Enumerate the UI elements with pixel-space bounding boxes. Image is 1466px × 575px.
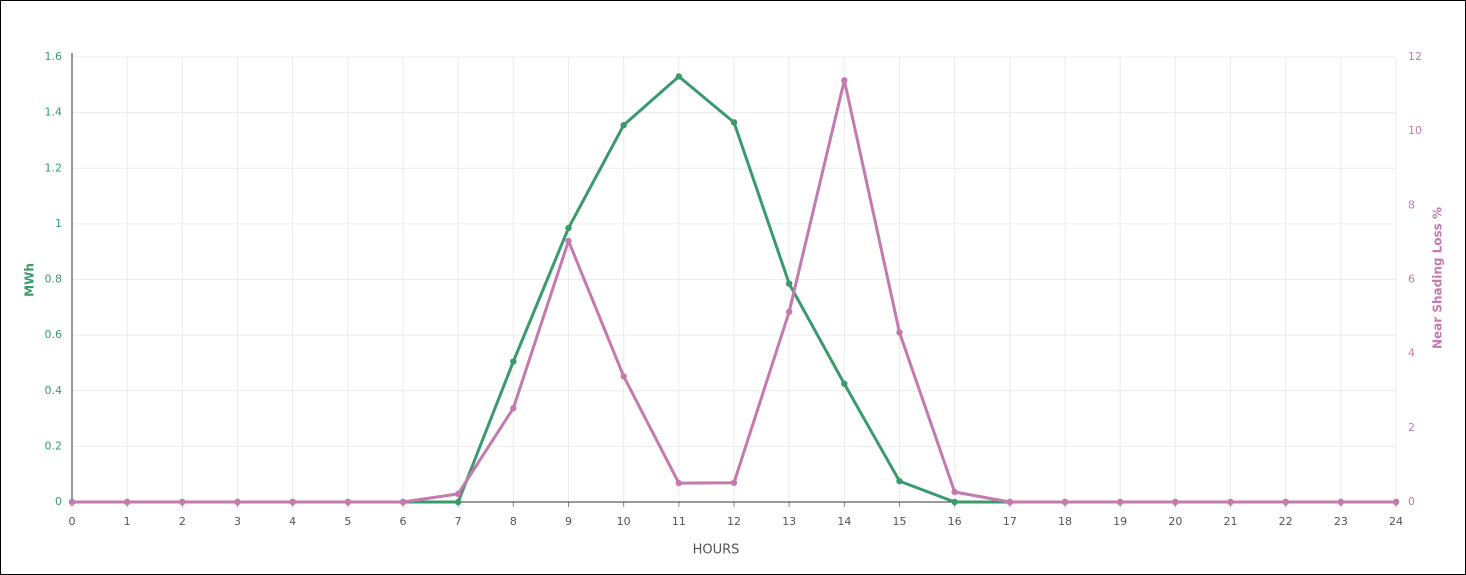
x-tick-label: 22: [1279, 515, 1293, 528]
point: [68, 498, 76, 506]
x-axis-label: HOURS: [693, 543, 740, 558]
x-tick-label: 8: [510, 515, 517, 528]
y2-axis-label: Near Shading Loss %: [1431, 207, 1445, 349]
point: [1392, 498, 1400, 506]
x-tick-label: 13: [782, 515, 796, 528]
point: [1227, 498, 1234, 506]
point: [841, 77, 848, 84]
x-tick-label: 21: [1224, 515, 1238, 528]
point: [565, 237, 572, 245]
x-tick-label: 0: [69, 515, 76, 528]
y2-tick-label: 12: [1408, 50, 1422, 63]
y2-tick-label: 8: [1408, 198, 1415, 211]
point: [289, 498, 296, 506]
x-tick-label: 14: [837, 515, 851, 528]
x-tick-label: 23: [1334, 515, 1348, 528]
point: [896, 477, 903, 485]
x-tick-label: 16: [948, 515, 962, 528]
y2-tick-label: 0: [1408, 495, 1415, 508]
x-tick-label: 3: [234, 515, 241, 528]
point: [1282, 498, 1289, 506]
point: [123, 498, 131, 506]
point: [510, 404, 517, 412]
x-tick-label: 2: [179, 515, 186, 528]
x-tick-label: 9: [565, 515, 572, 528]
point: [951, 488, 958, 496]
x-tick-label: 5: [344, 515, 351, 528]
point: [1337, 498, 1345, 506]
point: [399, 498, 407, 506]
point: [730, 479, 738, 486]
x-tick-label: 7: [455, 515, 462, 528]
y-axis-label: MWh: [23, 263, 37, 297]
point: [1172, 498, 1179, 506]
x-tick-label: 6: [400, 515, 407, 528]
point: [620, 121, 627, 129]
point: [1061, 498, 1069, 506]
point: [620, 373, 627, 380]
x-tick-label: 11: [672, 515, 686, 528]
y-tick-label: 0.4: [45, 384, 63, 397]
y-tick-label: 1.6: [45, 50, 63, 63]
point: [675, 479, 683, 487]
point: [951, 498, 958, 506]
y-tick-label: 1.2: [45, 161, 63, 174]
point: [179, 498, 186, 506]
y-tick-label: 0.6: [45, 328, 63, 341]
y2-tick-label: 10: [1408, 124, 1422, 137]
point: [454, 498, 462, 506]
x-tick-label: 24: [1389, 515, 1403, 528]
y-tick-label: 0.2: [45, 439, 63, 452]
y2-tick-label: 6: [1408, 273, 1415, 286]
point: [1006, 498, 1014, 506]
x-tick-label: 1: [124, 515, 131, 528]
x-tick-label: 4: [289, 515, 296, 528]
x-tick-label: 18: [1058, 515, 1072, 528]
point: [730, 119, 738, 126]
y-tick-label: 1.4: [45, 106, 63, 119]
x-tick-label: 12: [727, 515, 741, 528]
y-tick-label: 0.8: [45, 273, 63, 286]
x-tick-label: 10: [617, 515, 631, 528]
point: [785, 280, 793, 287]
point: [510, 358, 517, 365]
y-tick-label: 1: [55, 217, 62, 230]
x-tick-label: 19: [1113, 515, 1127, 528]
x-tick-label: 15: [893, 515, 907, 528]
point: [344, 498, 352, 506]
point: [896, 329, 903, 336]
x-tick-label: 17: [1003, 515, 1017, 528]
x-tick-label: 20: [1168, 515, 1182, 528]
point: [841, 380, 848, 387]
y2-tick-label: 2: [1408, 421, 1415, 434]
point: [565, 224, 572, 232]
point: [785, 308, 793, 315]
point: [1116, 498, 1124, 506]
point: [454, 490, 462, 498]
point: [234, 498, 241, 506]
point: [675, 73, 683, 80]
y2-tick-label: 4: [1408, 347, 1415, 360]
y-tick-label: 0: [55, 495, 62, 508]
